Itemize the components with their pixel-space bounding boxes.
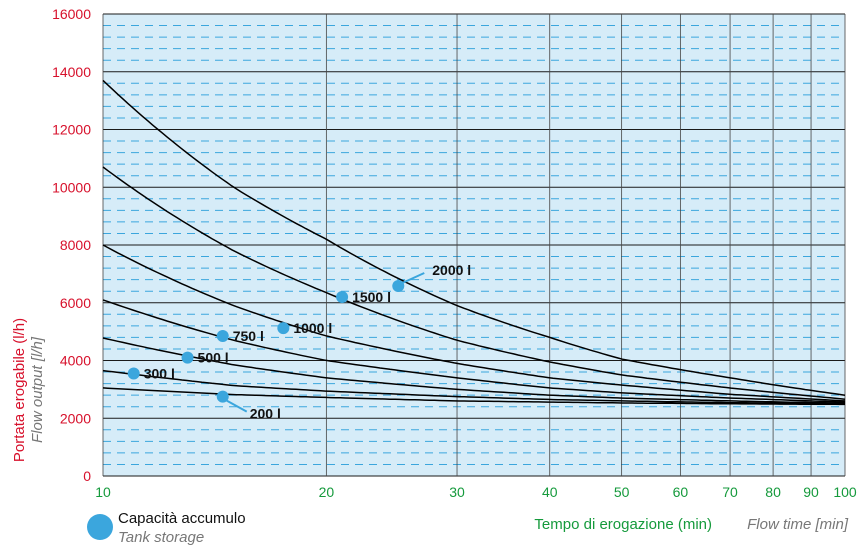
marker-label-2000l: 2000 l — [432, 262, 471, 278]
legend-marker-icon — [87, 514, 113, 540]
curve-1500l — [102, 166, 846, 400]
y-tick-label: 4000 — [60, 353, 91, 369]
marker-label-750l: 750 l — [233, 328, 264, 344]
curve-300l — [102, 369, 845, 405]
y-axis-label: Portata erogabile (l/h) — [11, 318, 28, 462]
marker-label-1000l: 1000 l — [293, 320, 332, 336]
x-tick-label: 60 — [673, 484, 689, 500]
marker-2000l — [392, 280, 405, 293]
marker-300l — [127, 367, 140, 380]
marker-label-1500l: 1500 l — [352, 289, 391, 305]
marker-label-200l: 200 l — [250, 406, 281, 422]
curve-500l — [102, 337, 846, 404]
y-axis-label-en: Flow output [l/h] — [29, 336, 46, 443]
x-tick-label: 20 — [319, 484, 335, 500]
marker-500l — [181, 351, 194, 364]
marker-label-300l: 300 l — [144, 365, 175, 381]
x-tick-label: 50 — [614, 484, 630, 500]
legend-label: Capacità accumulo — [118, 510, 246, 527]
x-tick-label: 100 — [833, 484, 857, 500]
y-tick-label: 2000 — [60, 410, 91, 426]
leader-200l — [226, 399, 248, 413]
x-axis-label-en: Flow time [min] — [747, 516, 849, 533]
x-tick-label: 40 — [542, 484, 558, 500]
x-tick-label: 90 — [803, 484, 819, 500]
x-axis-label: Tempo di erogazione (min) — [534, 516, 712, 533]
x-tick-label: 10 — [95, 484, 111, 500]
y-tick-label: 12000 — [52, 122, 91, 138]
y-tick-label: 14000 — [52, 64, 91, 80]
y-tick-label: 8000 — [60, 237, 91, 253]
leader-2000l — [401, 272, 425, 284]
x-tick-label: 30 — [449, 484, 465, 500]
y-tick-label: 0 — [83, 468, 91, 484]
marker-1500l — [336, 290, 349, 303]
x-tick-label: 80 — [765, 484, 781, 500]
y-tick-label: 6000 — [60, 295, 91, 311]
marker-750l — [216, 329, 229, 342]
y-tick-label: 10000 — [52, 179, 91, 195]
marker-200l — [216, 390, 229, 403]
x-tick-label: 70 — [722, 484, 738, 500]
curve-2000l — [102, 79, 846, 396]
legend-label-en: Tank storage — [118, 529, 204, 546]
marker-label-500l: 500 l — [198, 350, 229, 366]
marker-1000l — [277, 322, 290, 335]
y-tick-label: 16000 — [52, 6, 91, 22]
curve-1000l — [102, 244, 846, 402]
